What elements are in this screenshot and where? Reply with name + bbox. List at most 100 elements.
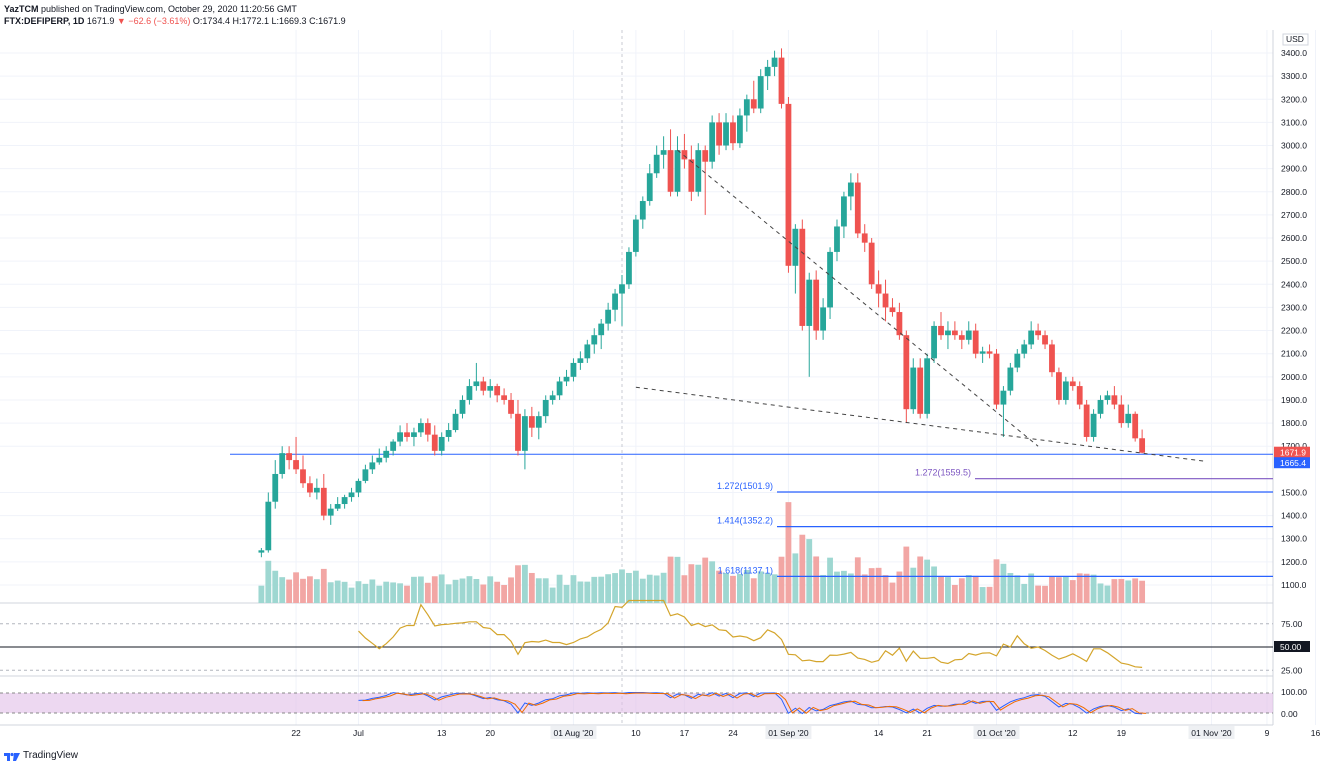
candle-body-4	[286, 453, 293, 461]
candle-body-97	[931, 325, 937, 359]
volume-bar-110	[1021, 583, 1028, 603]
candle-body-108	[1007, 367, 1014, 391]
volume-bar-25	[431, 576, 438, 603]
candle-body-35	[501, 395, 508, 400]
volume-bar-11	[334, 580, 341, 603]
volume-bar-84	[841, 570, 847, 603]
volume-bar-53	[626, 572, 632, 603]
candle-body-115	[1056, 372, 1062, 400]
candle-body-2	[272, 473, 279, 502]
volume-bar-15	[362, 583, 369, 603]
candle-body-86	[854, 182, 861, 234]
volume-bar-63	[695, 564, 702, 603]
candle-body-127	[1139, 438, 1146, 453]
rsi-badge-50	[1274, 641, 1310, 652]
currency-label: USD	[1286, 34, 1304, 44]
volume-bar-4	[286, 579, 293, 603]
grid	[0, 30, 1316, 726]
candle-body-41	[542, 399, 549, 417]
candle-body-124	[1118, 404, 1125, 424]
rsi-series-line	[358, 599, 1143, 668]
candle-body-12	[341, 497, 348, 505]
volume-bar-125	[1125, 580, 1132, 603]
candle-body-31	[473, 381, 480, 387]
volume-bar-120	[1090, 574, 1097, 603]
candle-body-69	[736, 115, 743, 144]
trendline-0	[677, 149, 1039, 447]
volume-bar-28	[452, 579, 459, 603]
candle-body-64	[702, 150, 709, 162]
candle-body-47	[584, 344, 591, 359]
x-tick-label-13: 19	[1117, 728, 1127, 738]
y-tick-label-0: 3400.0	[1281, 48, 1307, 58]
x-date-badge-4	[550, 726, 597, 739]
volume-bar-115	[1056, 577, 1062, 603]
candle-body-98	[938, 325, 944, 336]
y-tick-label-16: 1800.0	[1281, 418, 1307, 428]
x-date-badge-14	[1188, 726, 1235, 739]
volume-bar-76	[785, 502, 792, 603]
candle-body-102	[965, 330, 972, 340]
candle-body-27	[445, 430, 452, 437]
x-tick-label-2: 13	[437, 728, 447, 738]
volume-bar-86	[854, 557, 861, 603]
volume-bar-38	[522, 564, 528, 603]
volume-bar-39	[528, 572, 535, 603]
volume-bar-41	[542, 578, 549, 603]
candle-body-126	[1132, 413, 1139, 439]
volume-bar-126	[1132, 578, 1139, 603]
symbol-label[interactable]: FTX:DEFIPERP, 1D	[4, 16, 85, 26]
candle-body-56	[646, 173, 653, 202]
candle-body-3	[279, 453, 286, 474]
candlesticks	[258, 48, 1146, 558]
volume-bar-94	[910, 567, 917, 603]
candle-body-58	[660, 150, 667, 155]
volume-bar-34	[494, 581, 501, 603]
stoch-rsi-pane	[0, 692, 1273, 715]
candle-body-100	[951, 330, 958, 336]
footer-brand[interactable]: TradingView	[23, 750, 79, 761]
volume-bar-52	[619, 569, 625, 603]
stoch-band	[0, 693, 1273, 713]
tradingview-logo-icon	[4, 752, 20, 761]
candle-body-111	[1028, 330, 1035, 345]
candle-body-37	[515, 413, 521, 451]
price-axis[interactable]: USD 3400.0 3300.0 3200.0 3100.0 3000.0 2900.0 2…	[1274, 33, 1310, 719]
candle-body-9	[320, 487, 327, 516]
volume-bar-24	[424, 582, 431, 603]
volume-bar-16	[369, 579, 376, 603]
low-value: L:1669.3	[271, 16, 307, 26]
candle-body-25	[431, 434, 438, 451]
candle-body-116	[1062, 381, 1069, 400]
candle-body-84	[841, 196, 847, 227]
y-tick-label-14: 2000.0	[1281, 372, 1307, 382]
candle-body-6	[300, 469, 306, 484]
volume-bar-43	[556, 574, 563, 603]
stoch-label-0: 100.00	[1281, 687, 1307, 697]
volume-bar-74	[771, 574, 778, 603]
candle-body-33	[487, 386, 494, 391]
volume-bar-42	[549, 587, 556, 603]
candle-body-45	[570, 362, 577, 377]
candle-body-11	[334, 504, 341, 509]
fib-levels: 1.272(1559.5) 1.272(1501.9) 1.414(1352.2) 1…	[230, 453, 1273, 578]
candle-body-50	[605, 309, 612, 324]
volume-bar-23	[417, 576, 424, 603]
candle-body-85	[847, 182, 854, 197]
x-tick-label-3: 20	[486, 728, 496, 738]
y-tick-label-5: 2900.0	[1281, 164, 1307, 174]
candle-body-121	[1097, 399, 1104, 414]
candle-body-96	[924, 358, 931, 414]
candle-body-52	[619, 284, 625, 294]
volume-bar-117	[1069, 580, 1076, 603]
volume-bar-71	[750, 578, 757, 603]
volume-bar-17	[376, 585, 383, 603]
publisher-name[interactable]: YazTCM	[4, 4, 39, 14]
candle-body-118	[1076, 386, 1083, 405]
publish-line: YazTCM published on TradingView.com, Oct…	[4, 3, 346, 15]
x-tick-label-16: 16	[1311, 728, 1321, 738]
time-axis[interactable]: 22 Jul 13 20 01 Aug '20 10 17 24 01 Sep '20 14 21 0…	[291, 726, 1323, 739]
volume-bar-61	[681, 575, 688, 603]
candle-body-29	[459, 399, 466, 414]
